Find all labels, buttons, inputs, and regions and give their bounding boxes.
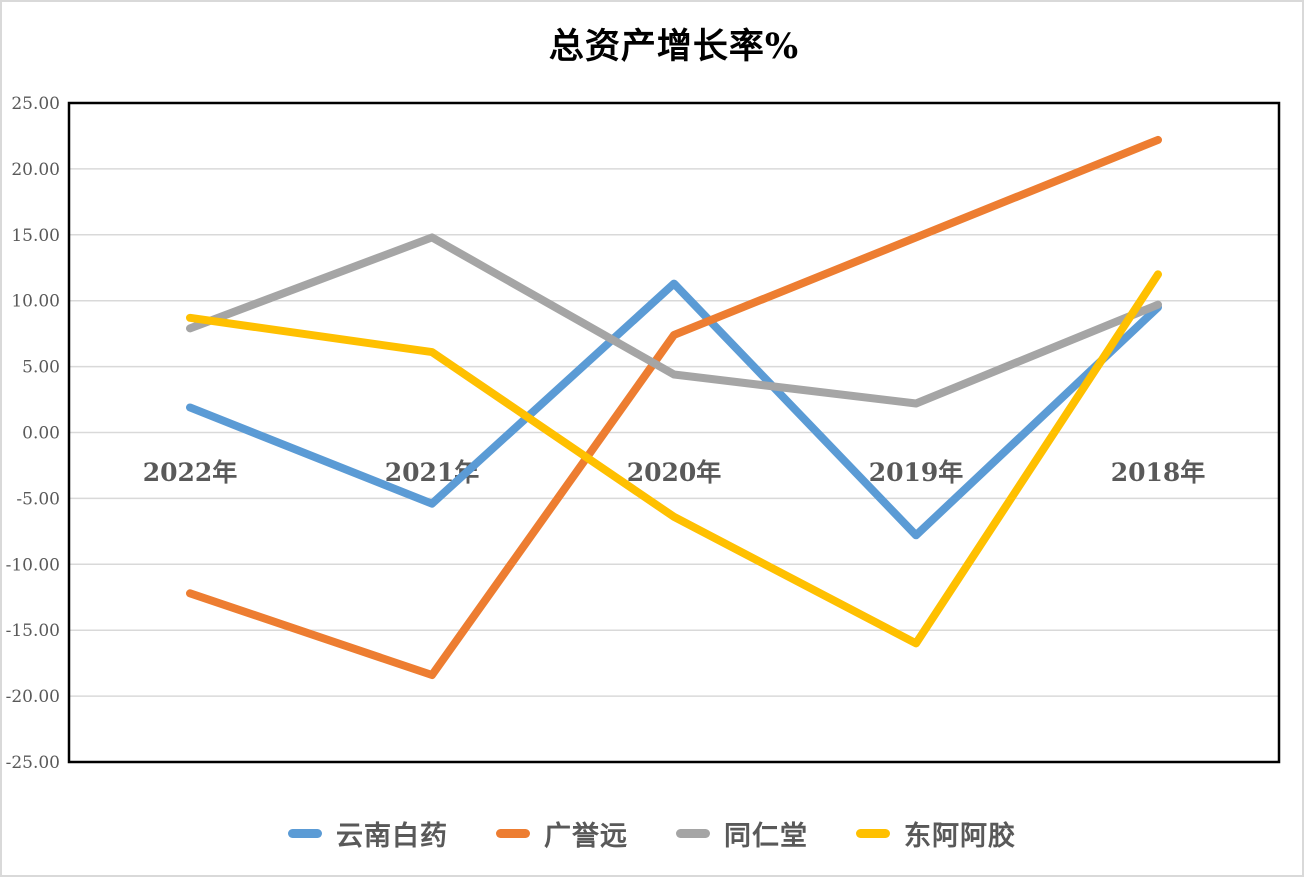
legend: 云南白药 广誉远 同仁堂 东阿阿胶 — [2, 814, 1302, 853]
y-tick-label: -10.00 — [6, 555, 60, 575]
y-tick-label: 20.00 — [11, 160, 60, 180]
legend-label: 东阿阿胶 — [904, 821, 1016, 852]
legend-label: 广誉远 — [544, 821, 628, 852]
legend-swatch-icon — [496, 829, 530, 838]
y-tick-label: -15.00 — [6, 621, 60, 641]
plot-border — [67, 101, 1281, 764]
x-category-label: 2018年 — [1111, 458, 1206, 487]
y-tick-label: -20.00 — [6, 687, 60, 707]
legend-swatch-icon — [676, 829, 710, 838]
legend-label: 同仁堂 — [724, 821, 808, 852]
y-tick-label: -5.00 — [16, 489, 60, 509]
legend-item: 广誉远 — [496, 814, 628, 853]
legend-label: 云南白药 — [336, 821, 448, 852]
y-tick-label: 5.00 — [22, 358, 60, 378]
series-line-东阿阿胶 — [186, 270, 1162, 648]
legend-item: 同仁堂 — [676, 814, 808, 853]
y-tick-label: 25.00 — [11, 94, 60, 114]
series-line-云南白药 — [186, 279, 1162, 540]
x-category-label: 2022年 — [143, 458, 238, 487]
y-tick-label: 10.00 — [11, 292, 60, 312]
x-category-label: 2019年 — [869, 458, 964, 487]
y-tick-label: 0.00 — [22, 424, 60, 444]
series-line-广誉远 — [186, 135, 1162, 680]
legend-item: 东阿阿胶 — [856, 814, 1016, 853]
chart-title: 总资产增长率% — [548, 26, 800, 67]
legend-swatch-icon — [288, 829, 322, 838]
x-category-label: 2020年 — [627, 458, 722, 487]
y-tick-label: -25.00 — [6, 753, 60, 773]
y-tick-label: 15.00 — [11, 226, 60, 246]
legend-swatch-icon — [856, 829, 890, 838]
legend-item: 云南白药 — [288, 814, 448, 853]
series-line-同仁堂 — [186, 233, 1162, 408]
